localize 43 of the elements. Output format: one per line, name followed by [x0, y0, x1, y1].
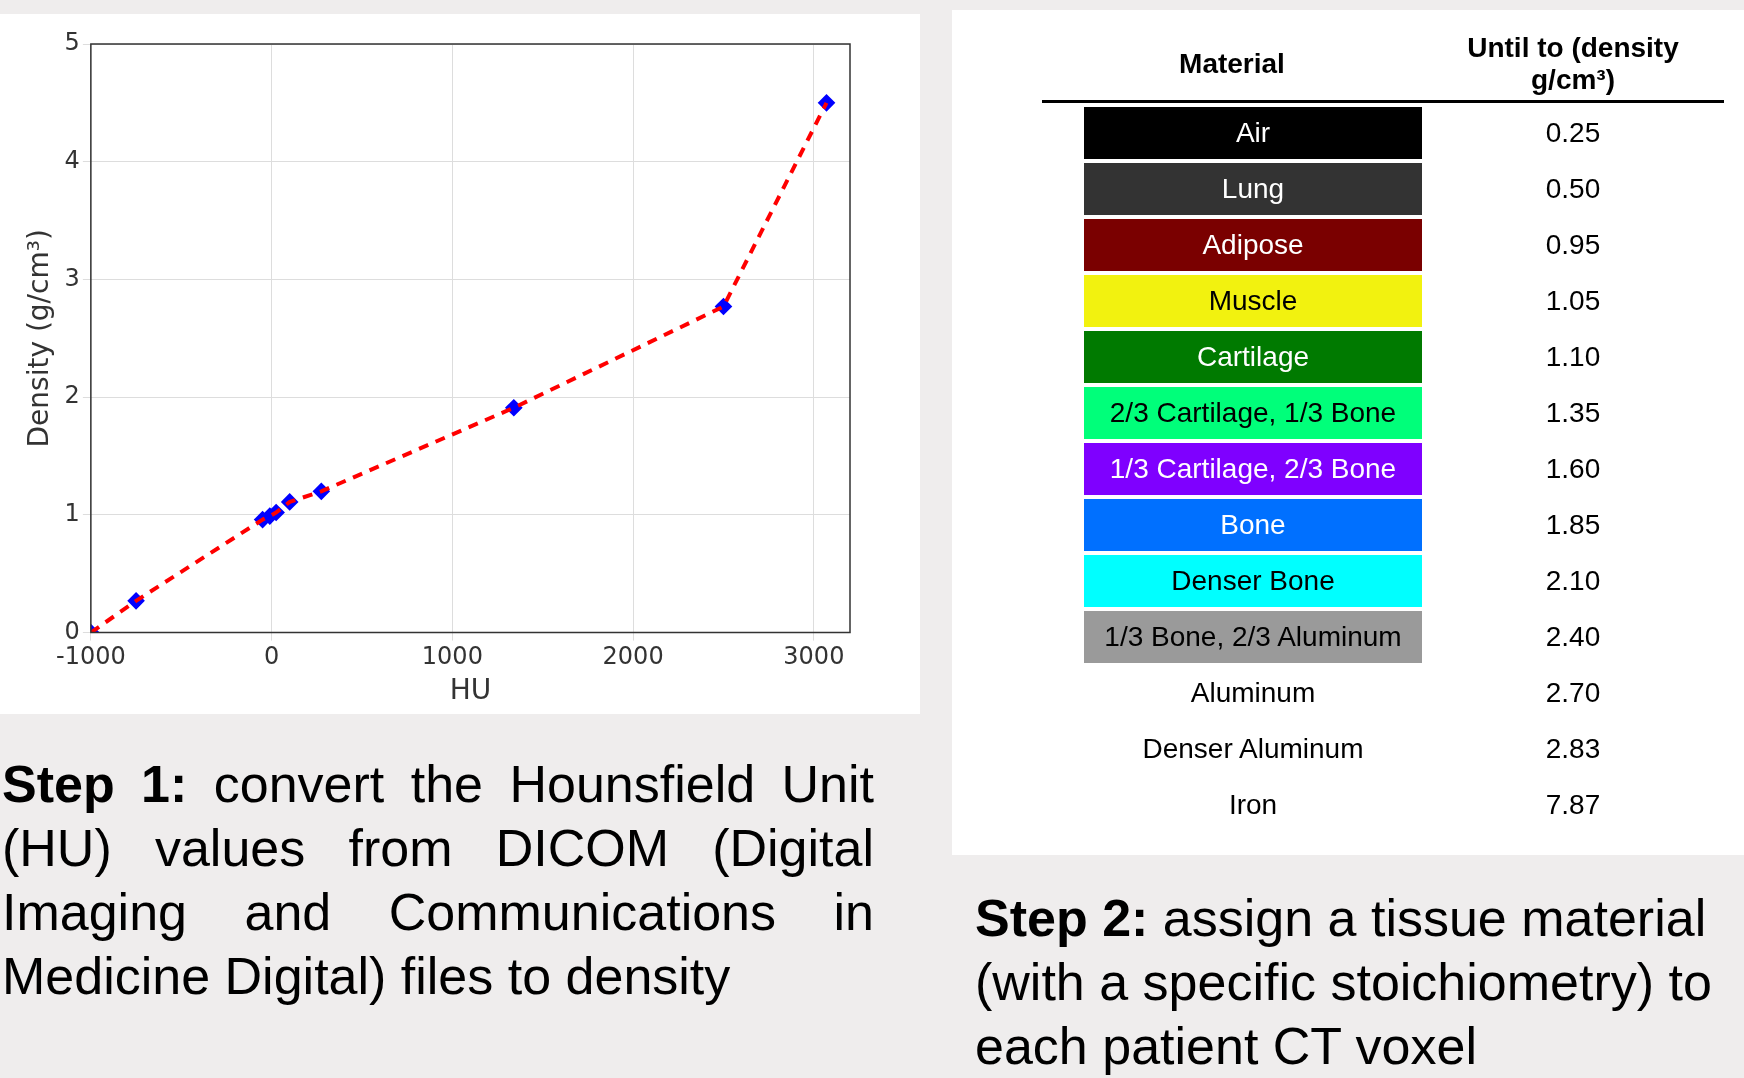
y-tick-label: 3: [64, 263, 80, 292]
y-tick-label: 5: [64, 28, 80, 57]
text: 2.83: [1544, 732, 1602, 766]
text: Adipose: [1202, 229, 1304, 261]
text: Denser Aluminum: [1142, 733, 1364, 765]
text: Cartilage: [1196, 341, 1310, 373]
text: 1.85: [1544, 508, 1602, 542]
text: Bone: [1220, 509, 1286, 541]
text: 1.10: [1544, 340, 1602, 374]
x-tick-label: 0: [263, 642, 280, 671]
text: Material: [1042, 28, 1422, 103]
y-tick-label: 1: [64, 499, 80, 528]
text: Step 1: convert the Hounsfield Unit (HU) values from DICOM (Digital Imaging and Communications in Medicine Digital) files to density: [2, 754, 874, 1007]
text: 1/3 Bone, 2/3 Aluminum: [1104, 621, 1402, 653]
x-tick-label: 3000: [783, 642, 845, 671]
x-tick-label: 2000: [602, 642, 664, 671]
text: Air: [1235, 117, 1271, 149]
text: Step 2: assign a tissue material (with a specific stoichiometry) to each patient CT voxel: [975, 888, 1713, 1077]
text: Denser Bone: [1171, 565, 1335, 597]
text: 1.35: [1544, 396, 1602, 430]
text: 1/3 Cartilage, 2/3 Bone: [1109, 453, 1397, 485]
text: Until to (density g/cm³): [1422, 28, 1724, 103]
text: 1.05: [1544, 284, 1602, 318]
text: 0.25: [1544, 116, 1602, 150]
text: 0.95: [1544, 228, 1602, 262]
y-tick-label: 2: [64, 381, 80, 410]
text: 2.40: [1544, 620, 1602, 654]
text: Lung: [1221, 173, 1285, 205]
text: 2/3 Cartilage, 1/3 Bone: [1109, 397, 1397, 429]
text: 2.70: [1544, 676, 1602, 710]
x-tick-label: -1000: [55, 642, 126, 671]
text: Iron: [1228, 789, 1278, 821]
text: Aluminum: [1190, 677, 1316, 709]
y-axis-title: Density (g/cm³): [22, 229, 56, 448]
text: 0.50: [1544, 172, 1602, 206]
text: 2.10: [1544, 564, 1602, 598]
text: 1.60: [1544, 452, 1602, 486]
y-tick-label: 0: [64, 616, 80, 645]
y-tick-label: 4: [64, 145, 80, 174]
text: Muscle: [1208, 285, 1298, 317]
x-tick-label: 1000: [421, 642, 483, 671]
x-axis-title: HU: [449, 673, 492, 707]
text: 7.87: [1544, 788, 1602, 822]
